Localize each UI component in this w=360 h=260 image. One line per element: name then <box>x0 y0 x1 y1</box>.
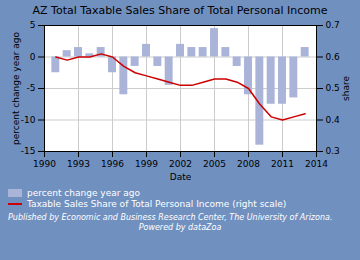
svg-text:0: 0 <box>30 52 36 62</box>
svg-text:-15: -15 <box>21 146 36 156</box>
svg-text:5: 5 <box>30 20 36 30</box>
svg-text:2002: 2002 <box>169 159 192 169</box>
svg-text:0.4: 0.4 <box>326 115 341 125</box>
svg-text:-10: -10 <box>21 115 36 125</box>
svg-text:share: share <box>341 76 351 101</box>
html-text:Published by Economic and Busi: Published by Economic and Business Resea… <box>8 213 333 222</box>
svg-text:0.3: 0.3 <box>326 146 340 156</box>
svg-text:2014: 2014 <box>305 159 328 169</box>
html-text:AZ Total Taxable Sales Share o: AZ Total Taxable Sales Share of Total Pe… <box>32 4 328 17</box>
svg-text:1996: 1996 <box>101 159 124 169</box>
svg-text:1999: 1999 <box>135 159 158 169</box>
svg-text:percent change year ago: percent change year ago <box>11 32 21 145</box>
svg-text:0.6: 0.6 <box>326 52 341 62</box>
svg-text:2008: 2008 <box>237 159 260 169</box>
svg-text:2011: 2011 <box>271 159 294 169</box>
svg-text:2005: 2005 <box>203 159 226 169</box>
html-text:Taxable Sales Share of Total P: Taxable Sales Share of Total Personal In… <box>27 199 287 209</box>
svg-text:0.7: 0.7 <box>326 20 340 30</box>
svg-text:-5: -5 <box>27 83 36 93</box>
svg-text:1990: 1990 <box>33 159 56 169</box>
html-text:percent change year ago: percent change year ago <box>27 188 140 198</box>
svg-text:1993: 1993 <box>67 159 90 169</box>
html-text:Powered by dataZoa: Powered by dataZoa <box>138 223 222 232</box>
svg-text:0.5: 0.5 <box>326 83 340 93</box>
svg-text:Date: Date <box>170 172 192 182</box>
